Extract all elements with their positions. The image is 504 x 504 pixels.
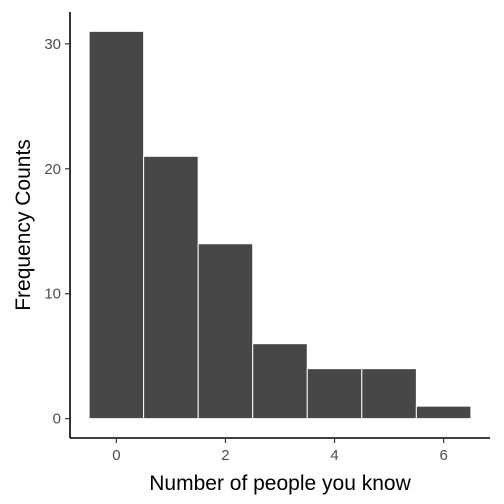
x-tick-label-2: 2 (221, 447, 229, 464)
bar-1 (143, 155, 199, 420)
axes-group (69, 12, 490, 439)
bar-2 (197, 243, 254, 420)
x-tick-label-4: 4 (330, 447, 338, 464)
bars-group (88, 30, 472, 420)
y-tick-label-30: 30 (44, 36, 61, 53)
y-tick-label-0: 0 (53, 411, 61, 428)
bar-5 (361, 368, 417, 420)
x-ticks-group: 0 2 4 6 (112, 438, 448, 464)
y-axis-title: Frequency Counts (12, 139, 35, 311)
x-axis-title: Number of people you know (149, 472, 411, 495)
y-ticks-group: 0 10 20 30 (44, 36, 70, 428)
bar-3 (252, 343, 308, 420)
y-tick-label-20: 20 (44, 161, 61, 178)
bar-0 (88, 30, 145, 420)
y-tick-label-10: 10 (44, 286, 61, 303)
x-tick-label-0: 0 (112, 447, 120, 464)
x-tick-label-6: 6 (439, 447, 447, 464)
bar-4 (306, 368, 363, 420)
bar-6 (415, 405, 472, 420)
